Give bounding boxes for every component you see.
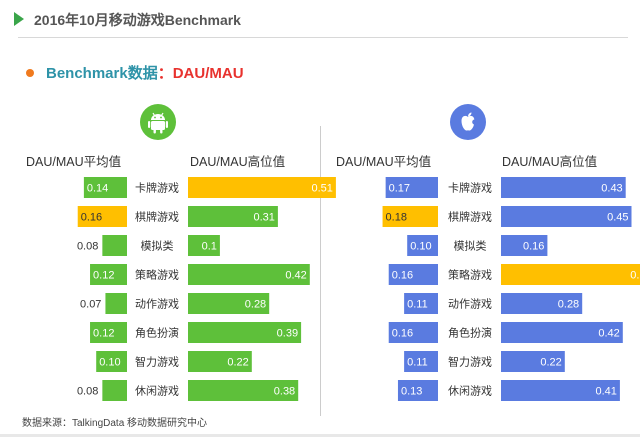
ios-avg-bar [404,351,438,372]
ios-avg-value-label: 0.11 [407,357,428,369]
android-high-value-label: 0.28 [245,299,266,311]
ios-category-label: 模拟类 [454,239,487,253]
ios-high-value-label: 0.42 [598,328,619,340]
subtitle-benchmark: Benchmark数据 [46,65,158,82]
android-icon [140,104,176,140]
source-note: 数据来源：TalkingData 移动数据研究中心 [22,418,208,429]
ios-category-label: 智力游戏 [448,355,492,369]
subtitle: Benchmark数据：DAU/MAU [46,62,244,83]
ios-avg-bar [388,322,438,343]
android-category-label: 智力游戏 [135,355,179,369]
ios-high-bar [501,293,583,314]
page-title: 2016年10月移动游戏Benchmark [34,12,241,28]
android-category-label: 棋牌游戏 [135,210,179,224]
android-avg-value-label: 0.10 [99,357,120,369]
ios-high-bar [501,380,620,401]
ios-avg-value-label: 0.17 [389,183,410,195]
android-category-label: 策略游戏 [135,268,179,282]
android-avg-value-label: 0.08 [77,241,98,253]
android-high-value-label: 0.51 [311,183,332,195]
android-high-bar [188,206,278,227]
bottom-rule [0,434,640,437]
ios-avg-header: DAU/MAU平均值 [336,155,432,169]
android-avg-header: DAU/MAU平均值 [26,155,122,169]
android-high-value-label: 0.31 [253,212,274,224]
android-avg-bar [77,206,127,227]
android-avg-bar [102,235,127,256]
ios-high-value-label: 0.41 [595,386,616,398]
ios-avg-value-label: 0.16 [392,328,413,340]
play-triangle-icon [14,12,24,26]
android-avg-value-label: 0.08 [77,386,98,398]
android-high-bar [188,177,336,198]
ios-avg-bar [385,177,438,198]
android-high-value-label: 0.38 [274,386,295,398]
android-high-value-label: 0.1 [202,241,217,253]
apple-icon [450,104,486,140]
ios-avg-value-label: 0.18 [386,212,407,224]
platform-divider [320,126,321,416]
android-avg-value-label: 0.12 [93,328,114,340]
android-high-header: DAU/MAU高位值 [190,155,286,169]
android-high-value-label: 0.22 [227,357,248,369]
ios-avg-bar [404,293,438,314]
android-category-label: 休闲游戏 [135,384,179,398]
ios-high-bar [501,206,632,227]
android-avg-value-label: 0.14 [87,183,108,195]
android-category-label: 动作游戏 [135,298,179,311]
ios-category-label: 休闲游戏 [448,384,492,398]
ios-avg-value-label: 0.11 [407,299,428,311]
subtitle-metric: ：DAU/MAU [157,65,244,82]
android-high-bar [188,235,220,256]
bullet-dot-icon [26,69,34,77]
ios-high-bar [501,264,640,285]
ios-high-value-label: 0.45 [607,212,628,224]
android-high-bar [188,264,310,285]
ios-category-label: 卡牌游戏 [448,181,492,195]
ios-category-label: 动作游戏 [448,298,492,311]
ios-avg-bar [397,380,438,401]
android-avg-bar [83,177,127,198]
title-bar: 2016年10月移动游戏Benchmark [0,0,640,38]
ios-avg-bar [407,235,438,256]
android-high-value-label: 0.42 [285,270,306,282]
android-avg-bar [90,264,127,285]
ios-avg-bar [388,264,438,285]
android-high-value-label: 0.39 [277,328,298,340]
ios-category-label: 棋牌游戏 [448,210,492,224]
android-avg-bar [105,293,127,314]
ios-high-value-label: 0.43 [601,183,622,195]
android-category-label: 角色扮演 [135,326,179,340]
android-category-label: 模拟类 [141,239,174,253]
ios-high-bar [501,177,626,198]
title-underline [18,37,628,38]
ios-category-label: 策略游戏 [448,268,492,282]
android-avg-bar [102,380,127,401]
ios-high-bar [501,322,623,343]
android-avg-value-label: 0.16 [81,212,102,224]
ios-high-value-label: 0.22 [540,357,561,369]
ios-avg-value-label: 0.16 [392,270,413,282]
android-avg-bar [90,322,127,343]
ios-high-bar [501,235,548,256]
ios-high-value-label: 0.28 [558,299,579,311]
android-high-bar [188,380,299,401]
ios-category-label: 角色扮演 [448,326,492,340]
android-high-bar [188,322,302,343]
android-avg-value-label: 0.07 [80,299,101,311]
ios-high-bar [501,351,565,372]
android-avg-value-label: 0.12 [93,270,114,282]
ios-avg-value-label: 0.13 [401,386,422,398]
ios-high-value-label: 0.16 [523,241,544,253]
android-high-bar [188,293,270,314]
ios-high-header: DAU/MAU高位值 [502,155,598,169]
ios-avg-bar [382,206,438,227]
ios-high-value-label: 0.53 [630,270,640,282]
android-high-bar [188,351,252,372]
android-avg-bar [96,351,127,372]
ios-avg-value-label: 0.10 [410,241,431,253]
android-category-label: 卡牌游戏 [135,181,179,195]
